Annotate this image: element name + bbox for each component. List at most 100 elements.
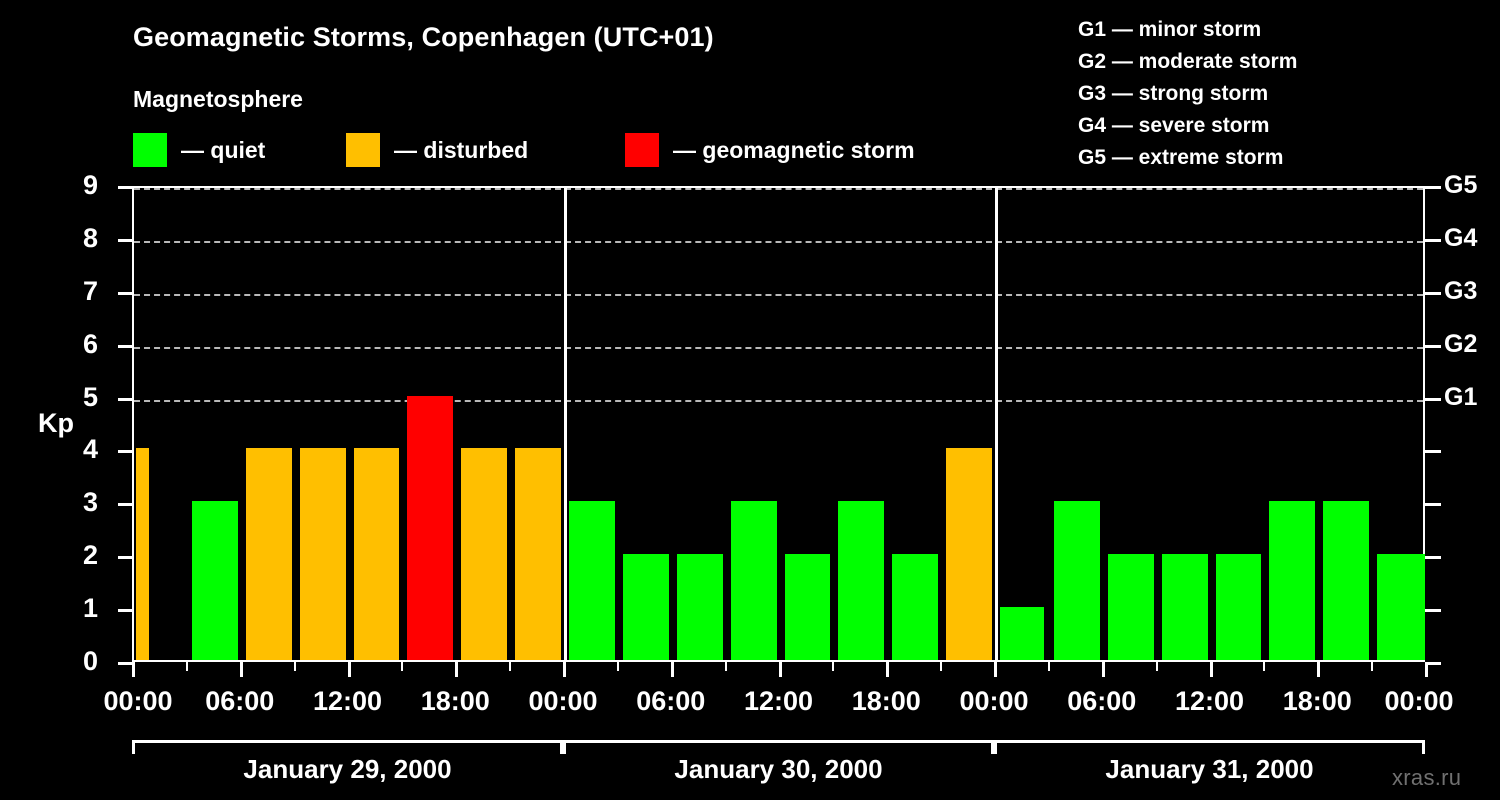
bar-jan-29-09-12 — [299, 448, 346, 660]
day-label-3: January 31, 2000 — [1105, 754, 1314, 784]
bar-jan-30-15-18 — [838, 501, 885, 660]
bar-jan-30-00-03 — [569, 501, 615, 660]
bar-jan-31-06-09 — [1107, 554, 1154, 660]
x-tick-label-11: 18:00 — [1282, 686, 1352, 716]
x-tick-mark-6 — [778, 662, 782, 677]
bar-jan-30-03-06 — [622, 554, 669, 660]
x-tick-label-5: 06:00 — [636, 686, 706, 716]
gridline-kp-8 — [134, 240, 1423, 243]
x-minor-tick-21 — [1263, 662, 1266, 671]
gridline-kp-6 — [134, 346, 1423, 349]
x-tick-mark-10 — [1209, 662, 1213, 677]
watermark: xras.ru — [1392, 765, 1462, 790]
x-minor-tick-5 — [401, 662, 404, 671]
quiet-swatch — [133, 133, 167, 167]
y-tick-mark-6 — [118, 344, 132, 348]
x-tick-label-3: 18:00 — [420, 686, 490, 716]
y-tick-label-2: 2 — [82, 540, 98, 571]
legend-item-1: — disturbed — [346, 133, 528, 167]
x-tick-label-7: 18:00 — [851, 686, 921, 716]
plot-area — [132, 186, 1425, 662]
bar-jan-29-06-09 — [245, 448, 292, 660]
g-scale-legend: G1 — minor storm G2 — moderate storm G3 — … — [1078, 14, 1297, 174]
x-minor-tick-15 — [940, 662, 943, 671]
y-tick-label-8: 8 — [82, 222, 98, 253]
x-minor-tick-17 — [1047, 662, 1050, 671]
y-tick-mark-1 — [118, 609, 132, 613]
x-tick-label-9: 06:00 — [1067, 686, 1137, 716]
x-tick-label-2: 12:00 — [312, 686, 383, 716]
gridline-kp-9 — [134, 188, 1423, 190]
y-tick-label-6: 6 — [82, 328, 98, 359]
x-tick-mark-12 — [1425, 662, 1428, 677]
g-axis-minor-tick-kp-1 — [1425, 609, 1441, 613]
g-legend-row-3: G3 — strong storm — [1078, 82, 1269, 105]
day-bracket-2 — [563, 740, 994, 754]
gridline-kp-5 — [134, 399, 1423, 402]
bar-jan-31-18-21 — [1323, 501, 1370, 660]
x-tick-label-1: 06:00 — [205, 686, 275, 716]
g-axis-minor-tick-kp-3 — [1425, 503, 1441, 507]
legend-label-0: — quiet — [181, 136, 266, 163]
g-legend-row-5: G5 — extreme storm — [1078, 146, 1284, 169]
bar-jan-29-03-06 — [191, 501, 238, 660]
bar-jan-31-15-18 — [1269, 501, 1316, 660]
y-tick-label-4: 4 — [82, 434, 98, 465]
y-tick-label-7: 7 — [82, 275, 98, 306]
legend-label-2: — geomagnetic storm — [673, 136, 915, 163]
y-tick-mark-2 — [118, 556, 132, 560]
y-tick-mark-3 — [118, 503, 132, 507]
x-tick-mark-8 — [994, 662, 997, 677]
x-tick-mark-7 — [886, 662, 890, 677]
bar-jan-30-18-21 — [892, 554, 939, 660]
legend-item-2: — geomagnetic storm — [625, 133, 915, 167]
bar-jan-29-21-24 — [515, 448, 561, 660]
bar-jan-29-15-18 — [407, 395, 454, 660]
x-tick-mark-3 — [455, 662, 459, 677]
x-tick-mark-5 — [670, 662, 674, 677]
y-tick-label-1: 1 — [82, 593, 98, 624]
y-tick-mark-9 — [118, 186, 132, 189]
bar-jan-30-12-15 — [784, 554, 831, 660]
series-title: Magnetosphere — [133, 86, 303, 112]
y-tick-mark-5 — [118, 397, 132, 401]
bar-jan-31-03-06 — [1053, 501, 1100, 660]
y-tick-mark-8 — [118, 238, 132, 242]
x-tick-mark-0 — [132, 662, 135, 677]
bar-jan-30-21-24 — [946, 448, 992, 660]
x-minor-tick-11 — [724, 662, 727, 671]
g-axis-minor-tick-kp-2 — [1425, 556, 1441, 560]
page-title: Geomagnetic Storms, Copenhagen (UTC+01) — [133, 22, 714, 52]
x-tick-mark-9 — [1101, 662, 1105, 677]
bar-jan-29-18-21 — [461, 448, 508, 660]
disturbed-swatch — [346, 133, 380, 167]
bar-jan-30-09-12 — [730, 501, 777, 660]
x-minor-tick-9 — [616, 662, 619, 671]
bar-jan-31-12-15 — [1215, 554, 1262, 660]
g-tick-mark-G1 — [1425, 397, 1441, 401]
x-tick-label-4: 00:00 — [528, 686, 598, 716]
x-tick-mark-11 — [1317, 662, 1321, 677]
day-bracket-3 — [994, 740, 1425, 754]
y-tick-mark-7 — [118, 291, 132, 295]
bar-jan-30-06-09 — [676, 554, 723, 660]
g-legend-row-2: G2 — moderate storm — [1078, 50, 1298, 73]
legend-item-0: — quiet — [133, 133, 265, 167]
x-minor-tick-13 — [832, 662, 835, 671]
y-tick-label-0: 0 — [82, 646, 98, 676]
g-axis-minor-tick-kp-4 — [1425, 450, 1441, 454]
g-axis-minor-tick-kp-0 — [1425, 662, 1441, 665]
x-minor-tick-19 — [1155, 662, 1158, 671]
g-tick-label-G1: G1 — [1444, 382, 1478, 411]
x-tick-mark-1 — [239, 662, 243, 677]
plot-inner — [134, 188, 1425, 660]
gridline-kp-7 — [134, 293, 1423, 296]
bar-jan-31-00-03 — [1000, 607, 1044, 660]
g-tick-label-G5: G5 — [1444, 171, 1478, 199]
bar-jan-29-00-03 — [136, 448, 149, 660]
g-tick-mark-G2 — [1425, 344, 1441, 348]
y-axis-title: Kp — [38, 408, 74, 438]
x-tick-label-6: 12:00 — [743, 686, 814, 716]
g-tick-label-G2: G2 — [1444, 329, 1478, 358]
day-separator — [995, 188, 998, 660]
